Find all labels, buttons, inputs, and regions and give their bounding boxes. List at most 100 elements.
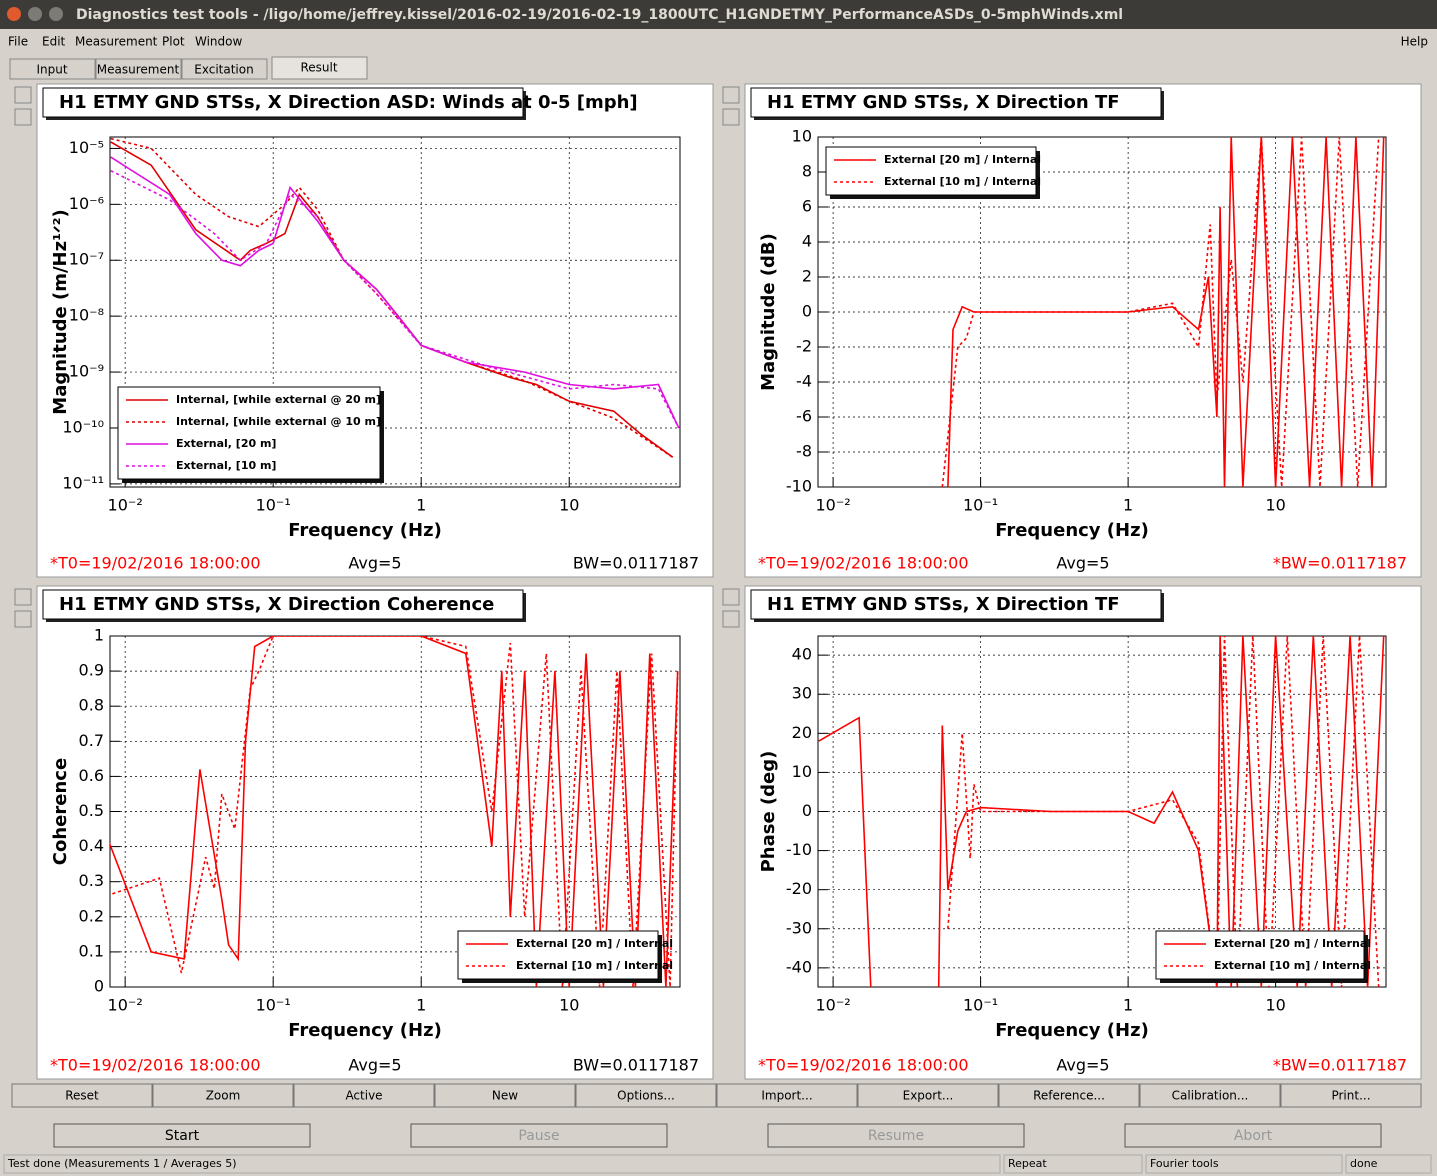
button-label: Reference... bbox=[1033, 1089, 1105, 1103]
panel bbox=[36, 585, 714, 1080]
menu-item[interactable]: Window bbox=[195, 35, 243, 49]
close-button[interactable] bbox=[7, 7, 21, 21]
y-tick-label: 0.6 bbox=[79, 766, 104, 785]
series-line bbox=[110, 137, 674, 458]
legend-box bbox=[1155, 930, 1365, 980]
y-tick-label: 8 bbox=[802, 162, 812, 181]
menu-item[interactable]: Measurement bbox=[75, 35, 158, 49]
y-tick-label: 10⁻⁵ bbox=[69, 138, 104, 157]
button[interactable] bbox=[1139, 1083, 1281, 1108]
scroll-arrow[interactable] bbox=[14, 588, 32, 606]
scroll-arrow[interactable] bbox=[722, 108, 740, 126]
y-tick-label: 0.3 bbox=[79, 871, 104, 890]
legend-label: External [20 m] / Internal bbox=[1214, 937, 1371, 950]
button[interactable] bbox=[152, 1083, 294, 1108]
tab[interactable] bbox=[9, 58, 96, 80]
button[interactable] bbox=[998, 1083, 1140, 1108]
x-axis-label: Frequency (Hz) bbox=[995, 1020, 1149, 1041]
series-line bbox=[818, 636, 1385, 987]
scroll-arrow[interactable] bbox=[14, 108, 32, 126]
y-tick-label: -10 bbox=[786, 477, 812, 496]
tab[interactable] bbox=[271, 56, 368, 80]
y-axis-label: Coherence bbox=[50, 758, 71, 865]
menu-item[interactable]: Plot bbox=[162, 35, 185, 49]
control-label: Start bbox=[165, 1128, 200, 1144]
series-line bbox=[110, 636, 679, 987]
button[interactable] bbox=[716, 1083, 858, 1108]
title-box bbox=[750, 87, 1162, 118]
button-label: New bbox=[492, 1089, 518, 1103]
y-tick-label: -20 bbox=[786, 879, 812, 898]
menu-item[interactable]: Edit bbox=[42, 35, 66, 49]
footer-avg: Avg=5 bbox=[348, 554, 401, 573]
y-tick-label: 40 bbox=[792, 645, 812, 664]
footer-bw: *BW=0.0117187 bbox=[1273, 554, 1407, 573]
x-tick-label: 1 bbox=[1123, 996, 1133, 1015]
x-axis-label: Frequency (Hz) bbox=[288, 520, 442, 541]
scroll-arrow[interactable] bbox=[14, 610, 32, 628]
status-cell bbox=[1345, 1154, 1432, 1174]
y-tick-label: 10 bbox=[792, 762, 812, 781]
button[interactable] bbox=[857, 1083, 999, 1108]
y-tick-label: -8 bbox=[796, 442, 812, 461]
scroll-arrow[interactable] bbox=[722, 86, 740, 104]
y-tick-label: 0.4 bbox=[79, 836, 104, 855]
plot-frame bbox=[817, 136, 1387, 488]
control-button[interactable] bbox=[767, 1123, 1025, 1148]
button[interactable] bbox=[11, 1083, 153, 1108]
y-tick-label: 10⁻⁶ bbox=[69, 194, 104, 213]
help-menu[interactable]: Help bbox=[1401, 35, 1428, 49]
scroll-arrow[interactable] bbox=[722, 610, 740, 628]
button[interactable] bbox=[434, 1083, 576, 1108]
legend-box bbox=[825, 146, 1037, 196]
series-line bbox=[941, 137, 1380, 487]
y-tick-label: -4 bbox=[796, 372, 812, 391]
status-cell bbox=[1145, 1154, 1343, 1174]
y-tick-label: 10⁻¹⁰ bbox=[62, 417, 104, 436]
footer-t0: *T0=19/02/2016 18:00:00 bbox=[50, 1056, 261, 1075]
plot-frame bbox=[817, 635, 1387, 988]
legend-label: Internal, [while external @ 20 m] bbox=[176, 393, 381, 406]
button-label: Active bbox=[345, 1089, 382, 1103]
button-label: Options... bbox=[617, 1089, 675, 1103]
menu-item[interactable]: File bbox=[8, 35, 28, 49]
y-axis-label: Magnitude (dB) bbox=[758, 233, 779, 391]
button[interactable] bbox=[1280, 1083, 1422, 1108]
x-tick-label: 10 bbox=[559, 996, 579, 1015]
button[interactable] bbox=[575, 1083, 717, 1108]
control-button[interactable] bbox=[53, 1123, 311, 1148]
footer-avg: Avg=5 bbox=[1056, 554, 1109, 573]
x-tick-label: 10⁻² bbox=[815, 496, 850, 515]
y-tick-label: 20 bbox=[792, 723, 812, 742]
plot-lines bbox=[110, 137, 680, 458]
y-tick-label: 0 bbox=[94, 977, 104, 996]
plot-frame bbox=[109, 136, 681, 488]
y-tick-label: -40 bbox=[786, 957, 812, 976]
control-button[interactable] bbox=[410, 1123, 668, 1148]
footer-t0: *T0=19/02/2016 18:00:00 bbox=[758, 1056, 969, 1075]
chart-title: H1 ETMY GND STSs, X Direction TF bbox=[767, 594, 1120, 615]
y-tick-label: 0.5 bbox=[79, 801, 104, 820]
scroll-arrow[interactable] bbox=[722, 588, 740, 606]
y-tick-label: 2 bbox=[802, 267, 812, 286]
maximize-button[interactable] bbox=[49, 7, 63, 21]
footer-bw: BW=0.0117187 bbox=[573, 554, 699, 573]
y-tick-label: 0.2 bbox=[79, 906, 104, 925]
scroll-arrow[interactable] bbox=[14, 86, 32, 104]
x-tick-label: 10⁻¹ bbox=[963, 996, 998, 1015]
x-tick-label: 10⁻² bbox=[108, 496, 143, 515]
y-tick-label: 0.1 bbox=[79, 941, 104, 960]
control-button[interactable] bbox=[1124, 1123, 1382, 1148]
tab[interactable] bbox=[181, 58, 268, 80]
control-label: Resume bbox=[868, 1128, 924, 1144]
tab[interactable] bbox=[95, 58, 182, 80]
footer-t0: *T0=19/02/2016 18:00:00 bbox=[50, 554, 261, 573]
y-tick-label: -2 bbox=[796, 337, 812, 356]
button[interactable] bbox=[293, 1083, 435, 1108]
minimize-button[interactable] bbox=[28, 7, 42, 21]
footer-avg: Avg=5 bbox=[1056, 1056, 1109, 1075]
legend-label: External [20 m] / Internal bbox=[884, 153, 1041, 166]
y-axis-label: Phase (deg) bbox=[758, 751, 779, 873]
